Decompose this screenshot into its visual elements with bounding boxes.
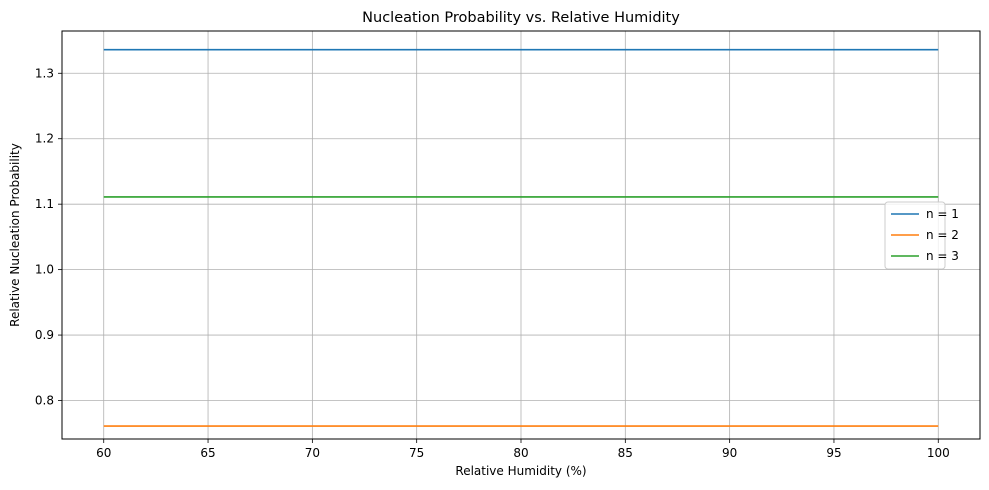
- x-tick-label: 60: [96, 446, 111, 460]
- x-axis-ticks: 60 65 70 75 80 85 90 95 100: [96, 439, 950, 460]
- x-tick-label: 95: [826, 446, 841, 460]
- y-axis-label: Relative Nucleation Probability: [8, 143, 22, 327]
- x-tick-label: 70: [305, 446, 320, 460]
- y-tick-label: 0.8: [35, 394, 54, 408]
- x-tick-label: 75: [409, 446, 424, 460]
- x-tick-label: 90: [722, 446, 737, 460]
- y-tick-label: 1.2: [35, 132, 54, 146]
- y-tick-label: 1.1: [35, 197, 54, 211]
- y-tick-label: 0.9: [35, 328, 54, 342]
- legend-label-n2: n = 2: [926, 228, 959, 242]
- x-tick-label: 80: [513, 446, 528, 460]
- y-axis-ticks: 0.8 0.9 1.0 1.1 1.2 1.3: [35, 66, 62, 408]
- grid: [62, 31, 980, 439]
- legend-label-n3: n = 3: [926, 249, 959, 263]
- legend-label-n1: n = 1: [926, 207, 959, 221]
- y-tick-label: 1.0: [35, 263, 54, 277]
- legend: n = 1 n = 2 n = 3: [884, 201, 959, 270]
- chart-title: Nucleation Probability vs. Relative Humi…: [362, 10, 680, 26]
- x-tick-label: 65: [200, 446, 215, 460]
- y-tick-label: 1.3: [35, 66, 54, 80]
- series-lines: [103, 48, 939, 427]
- x-axis-label: Relative Humidity (%): [455, 464, 586, 478]
- x-tick-label: 85: [618, 446, 633, 460]
- x-tick-label: 100: [927, 446, 950, 460]
